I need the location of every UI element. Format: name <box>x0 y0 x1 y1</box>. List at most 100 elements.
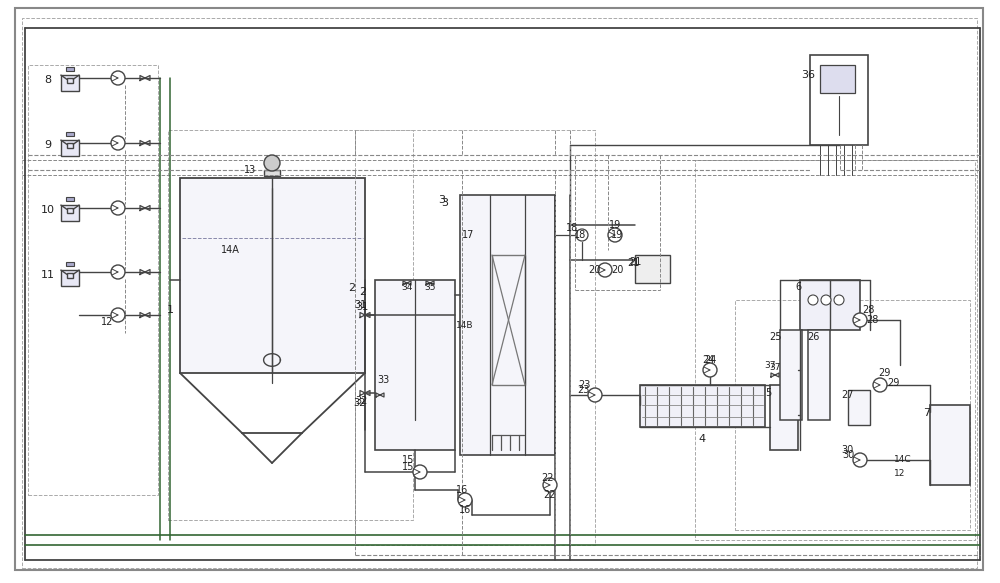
Bar <box>264 170 280 176</box>
Bar <box>820 65 855 93</box>
Bar <box>61 140 79 156</box>
Text: 13: 13 <box>244 165 256 175</box>
Circle shape <box>111 265 125 279</box>
Text: 14A: 14A <box>221 245 239 255</box>
Text: 8: 8 <box>44 75 52 85</box>
Bar <box>66 67 74 71</box>
Text: 33: 33 <box>377 375 389 385</box>
Bar <box>61 270 79 286</box>
Circle shape <box>588 388 602 402</box>
Bar <box>67 208 73 213</box>
Bar <box>810 55 868 145</box>
Text: 3: 3 <box>442 198 448 208</box>
Circle shape <box>821 295 831 305</box>
Circle shape <box>608 228 622 242</box>
Bar <box>780 330 802 420</box>
Text: 35: 35 <box>424 283 436 293</box>
Text: 20: 20 <box>588 265 600 275</box>
Bar <box>695 160 975 540</box>
Bar <box>735 300 970 530</box>
Bar <box>61 75 79 91</box>
Bar <box>808 330 830 420</box>
Text: 37: 37 <box>769 363 781 371</box>
Bar <box>640 385 765 427</box>
Text: 17: 17 <box>462 230 474 240</box>
Bar <box>66 132 74 136</box>
Circle shape <box>853 453 867 467</box>
Circle shape <box>413 465 427 479</box>
Text: 20: 20 <box>611 265 623 275</box>
Bar <box>61 205 79 221</box>
Bar <box>848 390 870 425</box>
Circle shape <box>598 263 612 277</box>
Text: 32: 32 <box>354 398 366 408</box>
Text: 27: 27 <box>842 390 854 400</box>
Text: 15: 15 <box>402 455 414 465</box>
Text: 31: 31 <box>356 302 368 312</box>
Text: 9: 9 <box>44 140 52 150</box>
Text: 37: 37 <box>764 360 776 370</box>
Text: 16: 16 <box>459 505 471 515</box>
Text: 14B: 14B <box>456 321 474 329</box>
Text: 19: 19 <box>611 230 623 240</box>
Text: 23: 23 <box>578 380 590 390</box>
Text: 22: 22 <box>544 490 556 500</box>
Bar <box>66 262 74 266</box>
Text: 19: 19 <box>609 220 621 230</box>
Circle shape <box>111 71 125 85</box>
Circle shape <box>576 229 588 241</box>
Bar <box>770 385 798 450</box>
Text: 3: 3 <box>438 195 445 205</box>
Circle shape <box>543 478 557 492</box>
Circle shape <box>853 313 867 327</box>
Bar <box>492 255 525 385</box>
Circle shape <box>111 308 125 322</box>
Bar <box>460 195 555 455</box>
Text: 30: 30 <box>842 450 854 460</box>
Text: 5: 5 <box>765 388 771 398</box>
Circle shape <box>111 201 125 215</box>
Circle shape <box>808 295 818 305</box>
Text: 14C: 14C <box>894 455 912 465</box>
Bar <box>168 130 413 520</box>
Text: 2: 2 <box>359 287 367 297</box>
Circle shape <box>834 295 844 305</box>
Text: 28: 28 <box>866 315 878 325</box>
Circle shape <box>703 363 717 377</box>
Bar <box>67 78 73 83</box>
Text: 12: 12 <box>894 469 906 477</box>
Text: 4: 4 <box>698 434 706 444</box>
Bar <box>180 178 365 373</box>
Text: 25: 25 <box>769 332 781 342</box>
Text: 21: 21 <box>629 257 641 267</box>
Bar <box>635 255 670 283</box>
Text: 26: 26 <box>807 332 819 342</box>
Circle shape <box>458 493 472 507</box>
Text: 15: 15 <box>402 462 414 472</box>
Bar <box>800 280 860 330</box>
Bar <box>28 65 158 495</box>
Text: 23: 23 <box>577 385 589 395</box>
Bar <box>67 273 73 278</box>
Bar <box>355 130 595 545</box>
Text: 12: 12 <box>101 317 113 327</box>
Text: 10: 10 <box>41 205 55 215</box>
Bar <box>67 143 73 148</box>
Bar <box>66 197 74 201</box>
Text: 28: 28 <box>862 305 874 315</box>
Text: 36: 36 <box>801 70 815 80</box>
Circle shape <box>264 155 280 171</box>
Text: 18: 18 <box>574 230 586 240</box>
Text: 6: 6 <box>795 282 801 292</box>
Text: 32: 32 <box>356 396 368 406</box>
Text: 11: 11 <box>41 270 55 280</box>
Text: 2: 2 <box>348 283 355 293</box>
Text: 1: 1 <box>166 305 174 315</box>
Text: 22: 22 <box>542 473 554 483</box>
Circle shape <box>111 136 125 150</box>
Text: 21: 21 <box>627 258 639 268</box>
Text: 24: 24 <box>702 355 714 365</box>
Text: 18: 18 <box>566 223 578 233</box>
Text: 30: 30 <box>841 445 853 455</box>
Text: 24: 24 <box>704 355 716 365</box>
